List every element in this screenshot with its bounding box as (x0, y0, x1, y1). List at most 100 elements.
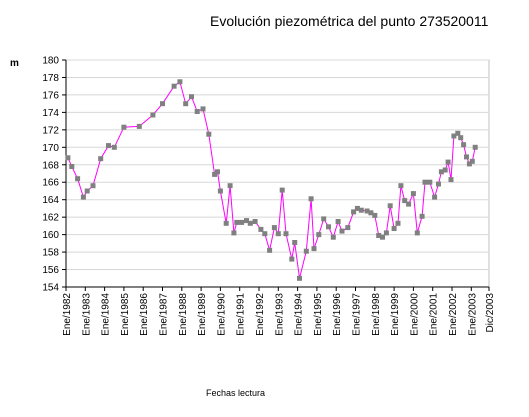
data-point (414, 230, 420, 236)
data-point (376, 233, 382, 238)
data-point (227, 183, 233, 189)
data-point (326, 224, 331, 230)
y-tick-label: 178 (42, 73, 59, 84)
data-point (461, 142, 467, 148)
data-point (321, 216, 327, 222)
data-point (65, 155, 71, 161)
data-point (279, 187, 285, 193)
data-point (316, 232, 322, 238)
data-point (339, 228, 345, 234)
data-point (368, 210, 374, 216)
x-tick-label: Ene/1987 (159, 293, 170, 336)
y-tick-label: 176 (42, 90, 59, 101)
data-point (436, 181, 441, 187)
y-tick-label: 180 (42, 56, 59, 67)
data-point (395, 220, 401, 226)
data-point (391, 226, 397, 231)
x-tick-label: Ene/2000 (409, 293, 420, 336)
data-point (472, 144, 478, 150)
data-point (136, 123, 142, 129)
data-point (445, 159, 451, 165)
data-point (402, 198, 408, 204)
data-point (150, 112, 156, 118)
data-point (223, 220, 229, 226)
data-point (387, 203, 393, 209)
x-tick-label: Ene/1988 (178, 293, 189, 336)
x-tick-label: Ene/1994 (294, 293, 305, 336)
data-point (84, 188, 90, 194)
data-point (455, 130, 461, 136)
data-point (275, 231, 281, 237)
data-point (244, 218, 249, 224)
y-tick-labels: 154 156 158 160 162 164 166 168 170 172 174 176 178 1… (42, 56, 59, 294)
data-point (212, 171, 218, 177)
axes (62, 59, 490, 291)
data-point (422, 179, 428, 185)
data-point (69, 164, 75, 169)
data-point (252, 219, 258, 224)
x-axis-label: Fechas lectura (206, 388, 265, 398)
x-tick-label: Ene/1995 (313, 293, 324, 336)
x-tick-label: Ene/1997 (352, 293, 363, 336)
x-tick-label: Ene/1991 (236, 293, 247, 336)
data-point (171, 83, 177, 89)
data-point (311, 246, 317, 252)
data-point (106, 143, 111, 149)
x-tick-label: Ene/1996 (332, 293, 343, 336)
data-point (194, 109, 200, 114)
data-point (372, 212, 378, 218)
data-point (458, 135, 464, 141)
data-point (364, 208, 370, 214)
x-tick-label: Ene/1982 (62, 293, 73, 336)
data-series (65, 79, 478, 281)
x-tick-label: Ene/1993 (274, 293, 285, 336)
x-tick-label: Ene/1990 (216, 293, 227, 336)
data-point (215, 169, 220, 175)
data-point (239, 219, 245, 225)
data-point (189, 94, 194, 100)
data-point (292, 240, 298, 245)
x-tick-label: Ene/1999 (390, 293, 401, 336)
data-point (448, 177, 454, 183)
x-tick-label: Ene/2001 (429, 293, 440, 336)
data-point (247, 220, 253, 226)
data-point (303, 248, 309, 254)
y-tick-label: 172 (42, 125, 59, 136)
x-tick-labels: Ene/1982 Ene/1983 Ene/1984 Ene/1985 Ene/1986… (62, 293, 496, 336)
data-point (451, 133, 457, 139)
x-tick-label: Ene/1998 (371, 293, 382, 336)
data-point (406, 201, 412, 207)
chart-title: Evolución piezométrica del punto 2735200… (210, 13, 489, 29)
y-tick-label: 164 (42, 195, 59, 206)
data-point (432, 194, 438, 200)
x-tick-label: Ene/1992 (255, 293, 266, 336)
data-point (427, 179, 433, 185)
data-point (200, 106, 206, 112)
data-point (466, 161, 472, 167)
data-point (383, 230, 389, 236)
x-tick-label: Dic/2003 (485, 293, 496, 333)
y-tick-label: 170 (42, 143, 59, 154)
data-point (469, 158, 475, 164)
data-point (283, 231, 289, 237)
data-point (111, 144, 117, 150)
data-point (231, 230, 237, 236)
data-point (330, 234, 336, 240)
data-point (410, 191, 416, 197)
data-point (80, 194, 86, 200)
data-point (442, 167, 448, 173)
data-point (335, 219, 341, 224)
data-point (121, 124, 127, 130)
data-point (98, 156, 104, 162)
y-tick-label: 160 (42, 230, 59, 241)
data-point (234, 219, 240, 225)
data-point (177, 79, 183, 85)
data-point (345, 225, 351, 231)
y-tick-label: 166 (42, 178, 59, 189)
y-tick-label: 156 (42, 265, 59, 276)
y-tick-label: 174 (42, 108, 59, 119)
y-tick-label: 158 (42, 248, 59, 259)
x-tick-label: Ene/1983 (81, 293, 92, 336)
x-tick-label: Ene/2002 (448, 293, 459, 336)
